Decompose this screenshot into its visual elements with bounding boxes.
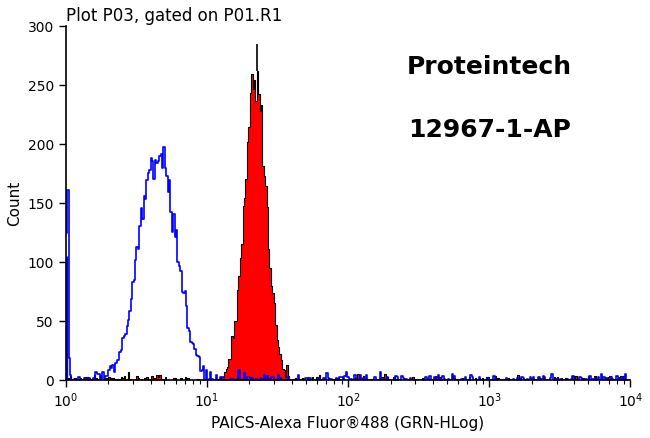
- Y-axis label: Count: Count: [7, 180, 22, 226]
- X-axis label: PAICS-Alexa Fluor®488 (GRN-HLog): PAICS-Alexa Fluor®488 (GRN-HLog): [211, 416, 485, 431]
- Text: Plot P03, gated on P01.R1: Plot P03, gated on P01.R1: [66, 7, 282, 25]
- Text: 12967-1-AP: 12967-1-AP: [408, 118, 571, 142]
- Text: Proteintech: Proteintech: [407, 55, 572, 79]
